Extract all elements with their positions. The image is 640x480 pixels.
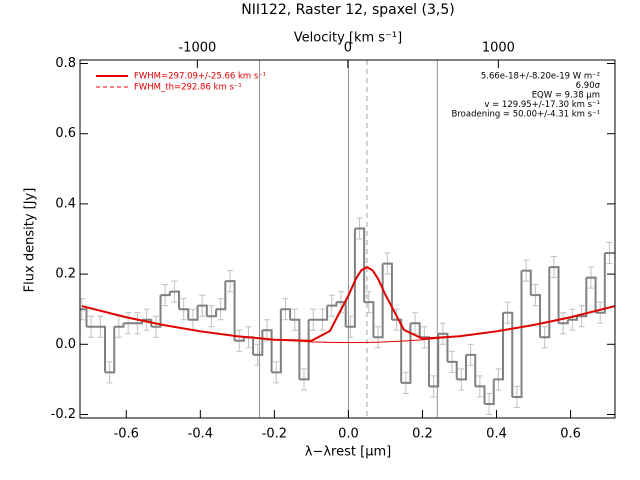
top-tick-label: -1000	[178, 41, 216, 56]
x-tick-label: -0.4	[188, 427, 213, 442]
step	[503, 311, 514, 397]
legend-label: FWHM_th=292.86 km s⁻¹	[134, 83, 242, 93]
step	[290, 318, 301, 380]
step	[577, 277, 588, 318]
step	[512, 270, 523, 398]
step	[354, 227, 366, 303]
y-tick-label: 0.2	[55, 267, 76, 282]
step	[216, 281, 227, 311]
step	[391, 318, 403, 383]
step	[493, 312, 505, 381]
line-fit	[81, 265, 616, 342]
step	[428, 333, 440, 388]
step	[401, 323, 412, 384]
step	[225, 280, 236, 341]
x-tick-label: 0.4	[486, 427, 507, 442]
step	[160, 291, 171, 297]
step	[484, 379, 495, 405]
step	[595, 253, 606, 314]
top-tick-label: 0	[344, 41, 352, 56]
step	[558, 319, 569, 325]
step	[438, 332, 449, 362]
step	[549, 266, 560, 324]
top-tick-label: 1000	[482, 41, 515, 56]
step	[299, 319, 310, 381]
step	[179, 308, 190, 320]
step	[521, 269, 532, 296]
step	[586, 276, 597, 313]
annotation: 6.90σ	[576, 81, 601, 91]
step	[262, 329, 273, 373]
step	[104, 326, 116, 374]
step	[327, 302, 338, 307]
step	[280, 308, 292, 320]
step	[456, 354, 467, 381]
x-axis-label: λ−λrest [μm]	[305, 445, 391, 460]
step	[206, 309, 218, 318]
step	[142, 318, 153, 327]
step	[234, 337, 245, 342]
chart-title: NII122, Raster 12, spaxel (3,5)	[241, 2, 454, 18]
step	[271, 309, 282, 374]
x-tick-label: 0.6	[560, 427, 581, 442]
step	[151, 295, 162, 328]
step	[465, 353, 477, 387]
x-tick-label: -0.6	[114, 427, 139, 442]
step	[95, 325, 106, 373]
x-tick-label: -0.2	[262, 427, 287, 442]
y-tick-label: -0.2	[51, 407, 76, 422]
step	[345, 228, 356, 328]
step	[540, 267, 551, 339]
step	[80, 308, 88, 327]
step	[188, 305, 199, 321]
step	[364, 301, 375, 338]
top-axis-label: Velocity [km s⁻¹]	[294, 31, 402, 46]
step	[197, 304, 208, 317]
x-tick-label: 0.0	[338, 427, 359, 442]
step	[317, 305, 329, 321]
y-tick-label: 0.6	[55, 126, 76, 141]
annotation: v = 129.95+/-17.30 km s⁻¹	[484, 100, 600, 110]
step	[475, 385, 486, 404]
y-tick-label: 0.8	[55, 56, 76, 71]
annotation: 5.66e-18+/-8.20e-19 W m⁻²	[481, 72, 600, 82]
step	[382, 262, 393, 320]
annotation: Broadening = 50.00+/-4.31 km s⁻¹	[452, 110, 600, 120]
step	[410, 322, 421, 338]
step	[567, 316, 579, 321]
legend-label: FWHM=297.09+/-25.66 km s⁻¹	[134, 72, 266, 82]
y-axis-label: Flux density [Jy]	[23, 188, 38, 293]
y-tick-label: 0.0	[55, 337, 76, 352]
annotation: EQW = 9.38 μm	[532, 91, 600, 101]
step	[447, 360, 458, 380]
y-tick-label: 0.4	[55, 196, 76, 211]
step	[114, 323, 125, 328]
x-tick-label: 0.2	[412, 427, 433, 442]
step	[169, 290, 181, 310]
